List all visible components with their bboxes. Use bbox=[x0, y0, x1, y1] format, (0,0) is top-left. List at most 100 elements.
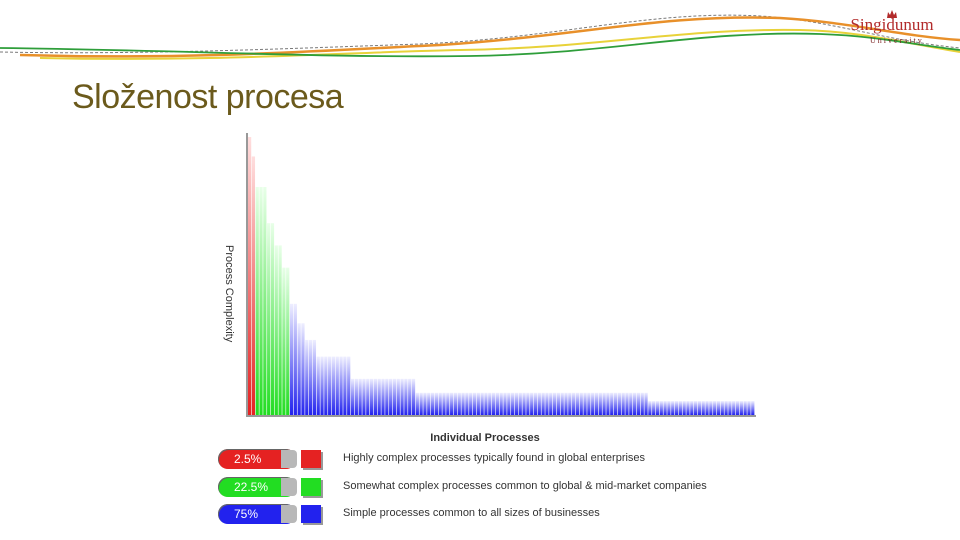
bar-124 bbox=[716, 401, 721, 415]
bar-30 bbox=[358, 378, 362, 415]
bar-67 bbox=[499, 392, 503, 415]
logo-subtitle: University bbox=[870, 36, 924, 45]
bar-95 bbox=[606, 392, 610, 415]
bar-90 bbox=[587, 392, 591, 415]
bar-78 bbox=[541, 392, 545, 415]
bar-11 bbox=[286, 267, 290, 415]
bar-114 bbox=[678, 401, 682, 415]
bar-119 bbox=[697, 401, 702, 415]
bar-37 bbox=[385, 378, 389, 415]
bar-112 bbox=[671, 401, 675, 415]
bar-8 bbox=[274, 245, 278, 415]
bar-29 bbox=[354, 378, 358, 415]
bar-34 bbox=[373, 378, 378, 415]
bar-99 bbox=[621, 392, 625, 415]
bar-97 bbox=[613, 392, 618, 415]
bar-69 bbox=[507, 392, 511, 415]
bar-88 bbox=[579, 392, 583, 415]
legend-row-simple: 75% Simple processes common to all sizes… bbox=[215, 503, 775, 527]
bar-49 bbox=[430, 392, 435, 415]
bar-120 bbox=[701, 401, 705, 415]
bar-35 bbox=[377, 378, 381, 415]
bar-41 bbox=[400, 378, 404, 415]
bar-54 bbox=[450, 392, 454, 415]
logo-name: Singidunum bbox=[850, 15, 934, 34]
legend-swatch-blue bbox=[301, 505, 321, 523]
bar-106 bbox=[648, 401, 652, 415]
bar-44 bbox=[411, 378, 416, 415]
bar-118 bbox=[694, 401, 698, 415]
bar-39 bbox=[392, 378, 397, 415]
bar-77 bbox=[537, 392, 541, 415]
bar-20 bbox=[320, 356, 324, 415]
bar-75 bbox=[530, 392, 534, 415]
bar-127 bbox=[728, 401, 732, 415]
page-title: Složenost procesa bbox=[72, 78, 344, 116]
bar-71 bbox=[514, 392, 519, 415]
bar-62 bbox=[480, 392, 484, 415]
bar-133 bbox=[751, 401, 755, 415]
bar-61 bbox=[476, 392, 480, 415]
bar-76 bbox=[533, 392, 538, 415]
bar-17 bbox=[308, 339, 313, 415]
bar-9 bbox=[278, 245, 282, 415]
bar-107 bbox=[652, 401, 656, 415]
bar-81 bbox=[552, 392, 557, 415]
bar-22 bbox=[328, 356, 332, 415]
bar-33 bbox=[369, 378, 374, 415]
bar-13 bbox=[293, 303, 297, 415]
bar-70 bbox=[511, 392, 515, 415]
legend-swatch-red bbox=[301, 450, 321, 468]
bar-123 bbox=[713, 401, 717, 415]
legend-description: Somewhat complex processes common to glo… bbox=[343, 480, 707, 492]
bar-31 bbox=[362, 378, 366, 415]
bar-57 bbox=[461, 392, 465, 415]
decorative-swoosh bbox=[0, 14, 960, 60]
bar-129 bbox=[735, 401, 740, 415]
bar-3 bbox=[255, 187, 259, 415]
legend-pill-tail bbox=[281, 450, 297, 468]
bar-92 bbox=[594, 392, 599, 415]
bar-23 bbox=[331, 356, 336, 415]
bar-18 bbox=[312, 339, 317, 415]
bar-27 bbox=[347, 356, 351, 415]
legend-pill-tail bbox=[281, 505, 297, 523]
bar-117 bbox=[690, 401, 694, 415]
legend-pct-badge: 2.5% bbox=[218, 449, 296, 469]
bar-93 bbox=[598, 392, 602, 415]
bar-43 bbox=[408, 378, 412, 415]
x-axis-label: Individual Processes bbox=[430, 432, 539, 444]
legend-pill-tail bbox=[281, 478, 297, 496]
bar-73 bbox=[522, 392, 526, 415]
bar-108 bbox=[655, 401, 660, 415]
bar-132 bbox=[747, 401, 751, 415]
bar-72 bbox=[518, 392, 522, 415]
bar-50 bbox=[434, 392, 438, 415]
bar-98 bbox=[617, 392, 621, 415]
legend-pct-badge: 22.5% bbox=[218, 477, 296, 497]
process-complexity-chart: Process Complexity Individual Processes bbox=[223, 133, 756, 444]
bar-4 bbox=[259, 187, 263, 415]
bar-14 bbox=[297, 323, 301, 415]
bar-60 bbox=[472, 392, 477, 415]
bar-86 bbox=[572, 392, 576, 415]
bar-130 bbox=[739, 401, 743, 415]
bar-1 bbox=[248, 137, 252, 415]
bar-74 bbox=[526, 392, 530, 415]
legend-row-somewhat-complex: 22.5% Somewhat complex processes common … bbox=[215, 476, 775, 500]
bar-56 bbox=[457, 392, 461, 415]
bar-5 bbox=[263, 187, 267, 415]
bar-28 bbox=[350, 378, 355, 415]
bar-24 bbox=[335, 356, 339, 415]
bar-91 bbox=[591, 392, 595, 415]
bar-101 bbox=[629, 392, 633, 415]
bar-66 bbox=[495, 392, 499, 415]
bar-26 bbox=[343, 356, 347, 415]
bar-111 bbox=[667, 401, 671, 415]
bar-40 bbox=[396, 378, 400, 415]
bar-113 bbox=[674, 401, 679, 415]
logo-crown-icon bbox=[887, 10, 897, 18]
bar-19 bbox=[316, 356, 320, 415]
bar-42 bbox=[404, 378, 408, 415]
bar-116 bbox=[686, 401, 690, 415]
